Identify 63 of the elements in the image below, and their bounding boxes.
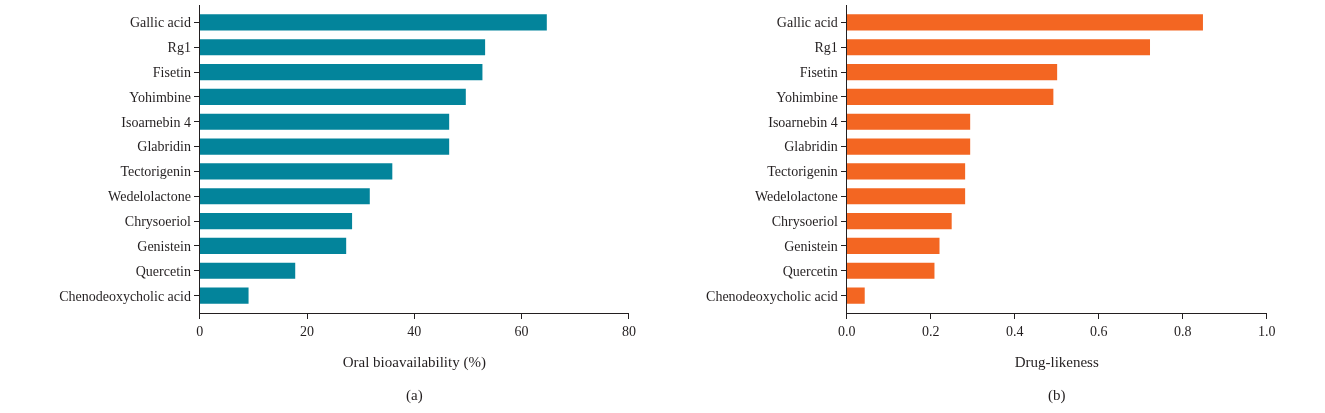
bar <box>846 113 971 130</box>
y-tick-label: Chenodeoxycholic acid <box>706 288 838 304</box>
bar <box>199 63 483 81</box>
x-tick-label: 0.0 <box>837 323 856 339</box>
x-tick-label: 0.4 <box>1005 323 1024 339</box>
y-tick-label: Gallic acid <box>129 15 191 31</box>
y-tick-label: Chrysoeriol <box>771 214 838 229</box>
x-tick-label: 0.8 <box>1174 323 1192 339</box>
bar <box>199 188 370 205</box>
y-tick-label: Quercetin <box>782 263 838 279</box>
x-tick-label: 60 <box>514 323 529 339</box>
y-tick-label: Chenodeoxycholic acid <box>59 288 191 304</box>
y-tick-label: Genistein <box>137 238 191 254</box>
bar <box>199 237 347 255</box>
bar <box>199 262 296 279</box>
x-tick-label: 0.6 <box>1090 323 1108 339</box>
x-tick-label: 40 <box>407 323 422 339</box>
bar <box>846 213 952 230</box>
bar <box>846 262 935 279</box>
bar <box>846 237 940 255</box>
bar <box>199 88 466 105</box>
y-tick-label: Tectorigenin <box>767 164 838 180</box>
y-tick-label: Genistein <box>784 238 838 254</box>
text: (b) <box>1048 387 1066 404</box>
bar <box>846 138 971 155</box>
x-tick-label: 80 <box>621 323 636 339</box>
bar <box>199 113 450 130</box>
y-tick-label: Fisetin <box>152 64 191 80</box>
bar <box>199 138 450 155</box>
y-tick-label: Glabridin <box>137 139 191 155</box>
bar <box>846 188 966 205</box>
x-axis-title: Oral bioavailability (%) <box>342 353 486 371</box>
x-axis-title: Drug-likeness <box>1014 353 1099 370</box>
y-tick-label: Quercetin <box>135 263 191 279</box>
y-tick-label: Gallic acid <box>776 15 838 31</box>
y-tick-label: Isoarnebin 4 <box>121 114 191 130</box>
text: (a) <box>406 387 423 404</box>
bar <box>846 163 966 180</box>
bar <box>199 287 249 304</box>
y-tick-label: Rg1 <box>167 40 191 56</box>
x-tick-label: 20 <box>300 323 315 339</box>
y-tick-label: Isoarnebin 4 <box>768 114 838 130</box>
bar <box>199 163 393 180</box>
bar <box>199 14 547 31</box>
y-tick-label: Wedelolactone <box>755 189 838 205</box>
bar <box>846 39 1151 56</box>
bar <box>199 39 486 56</box>
y-tick-label: Yohimbine <box>776 89 838 105</box>
bar <box>846 63 1058 81</box>
bar <box>199 213 353 230</box>
y-tick-label: Yohimbine <box>129 89 191 105</box>
y-tick-label: Fisetin <box>799 64 838 80</box>
x-tick-label: 0 <box>196 323 204 339</box>
y-tick-label: Tectorigenin <box>120 164 191 180</box>
x-tick-label: 1.0 <box>1258 323 1276 339</box>
y-tick-label: Rg1 <box>814 40 838 56</box>
x-tick-label: 0.2 <box>921 323 940 339</box>
y-tick-label: Wedelolactone <box>108 189 191 205</box>
bar <box>846 14 1203 31</box>
y-tick-label: Chrysoeriol <box>124 214 192 229</box>
bar <box>846 287 865 304</box>
bar <box>846 88 1054 105</box>
y-tick-label: Glabridin <box>784 139 838 155</box>
